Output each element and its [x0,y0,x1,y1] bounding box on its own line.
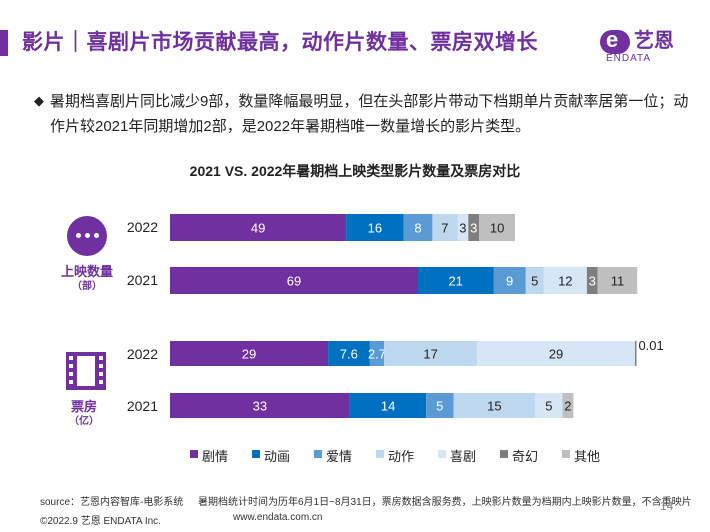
data-label-action-2022-g0: 7 [441,221,448,236]
summary-text: 暑期档喜剧片同比减少9部，数量降幅最明显，但在头部影片带动下档期单片贡献率居第一… [50,93,689,135]
data-label-drama-2021-g1: 33 [253,399,267,414]
chart-title: 2021 VS. 2022年暑期档上映类型影片数量及票房对比 [189,163,521,179]
data-label-drama-2022-g0: 49 [251,221,265,236]
bar-segment-romance-2021-g0 [493,267,526,294]
bar-segment-romance-2022-g0 [403,214,433,241]
data-label-romance-2021-g1: 5 [436,399,443,414]
data-label-comedy-2022-g0: 3 [459,221,466,236]
data-label-other-2021-g0: 11 [611,274,625,289]
bar-segment-comedy-2022-g1 [476,341,635,366]
data-label-fantasy-2021-g0: 3 [589,274,596,289]
data-label-romance-2022-g1: 2.7 [368,347,386,362]
more-dots-icon [67,216,107,256]
logo-sub: ENDATA [606,53,652,64]
data-label-action-2021-g0: 5 [531,274,538,289]
logo-name: 艺恩 [634,30,674,52]
bar-segment-drama-2022-g0 [170,214,347,241]
bar-segment-comedy-2022-g0 [457,214,469,241]
film-reel-icon [66,352,106,390]
page-number: 14 [660,499,674,513]
bar-segment-action-2022-g0 [432,214,458,241]
logo-letter: e [606,27,619,52]
data-label-drama-2021-g0: 69 [287,274,301,289]
bar-segment-action-2021-g1 [453,393,536,418]
data-label-comedy-2022-g1: 29 [549,347,563,362]
title-accent-bar [0,30,8,56]
year-label-boxoffice-2022: 2022 [126,346,158,362]
bar-segment-drama-2021-g1 [170,393,350,418]
bar-segment-animation-2022-g0 [346,214,404,241]
bar-segment-romance-2021-g1 [426,393,454,418]
data-label-animation-2021-g0: 21 [448,274,462,289]
bar-segment-other-2022-g0 [479,214,515,241]
year-label-count-2021: 2021 [126,272,158,288]
bar-segment-action-2021-g0 [525,267,544,294]
logo-badge [600,30,630,54]
group-unit-count: （部） [72,281,102,292]
data-label-animation-2021-g1: 14 [381,399,395,414]
group-label-boxoffice: 票房 [70,399,97,414]
data-label-animation-2022-g0: 16 [368,221,382,236]
bar-segment-other-2021-g0 [597,267,638,294]
data-label-action-2021-g1: 15 [487,399,501,414]
data-label-drama-2022-g1: 29 [242,347,256,362]
year-label-count-2022: 2022 [126,219,158,235]
bar-segment-fantasy-2021-g0 [586,267,598,294]
footer-source: source：艺恩内容智库-电影系统 [40,497,184,508]
data-label-romance-2021-g0: 9 [506,274,513,289]
bar-segment-fantasy-2022-g0 [468,214,480,241]
data-label-romance-2022-g0: 8 [414,221,421,236]
bullet-diamond-icon: ◆ [34,93,44,108]
data-label-fantasy-2022-g1: 0.01 [638,338,663,353]
bar-segment-animation-2022-g1 [328,341,370,366]
group-label-count: 上映数量 [60,264,113,279]
data-label-fantasy-2022-g0: 3 [470,221,477,236]
endata-logo: e 艺恩 ENDATA [600,28,710,64]
data-label-other-2021-g1: 2 [564,399,571,414]
year-label-boxoffice-2021: 2021 [126,398,158,414]
data-label-comedy-2021-g0: 12 [558,274,572,289]
page-title: 影片｜喜剧片市场贡献最高，动作片数量、票房双增长 [22,31,538,54]
bar-segment-drama-2021-g0 [170,267,418,294]
footer-copyright: ©2022.9 艺恩 ENDATA Inc. [40,516,161,527]
bar-segment-comedy-2021-g1 [535,393,563,418]
bar-segment-animation-2021-g0 [418,267,494,294]
bar-segment-drama-2022-g1 [170,341,329,366]
data-label-action-2022-g1: 17 [423,347,437,362]
bar-segment-fantasy-2022-g1 [635,341,637,366]
bar-segment-other-2021-g1 [562,393,574,418]
group-unit-boxoffice: （亿） [69,416,99,427]
bar-segment-romance-2022-g1 [369,341,385,366]
data-label-animation-2022-g1: 7.6 [340,347,358,362]
bar-segment-comedy-2021-g0 [543,267,587,294]
footer-note: 暑期档统计时间为历年6月1日~8月31日，票房数据含服务费，上映影片数量为档期内… [198,497,692,508]
bar-segment-action-2022-g1 [384,341,477,366]
bar-segment-animation-2021-g1 [349,393,427,418]
data-label-other-2022-g0: 10 [490,221,504,236]
data-label-comedy-2021-g1: 5 [545,399,552,414]
footer-website: www.endata.com.cn [233,512,323,523]
